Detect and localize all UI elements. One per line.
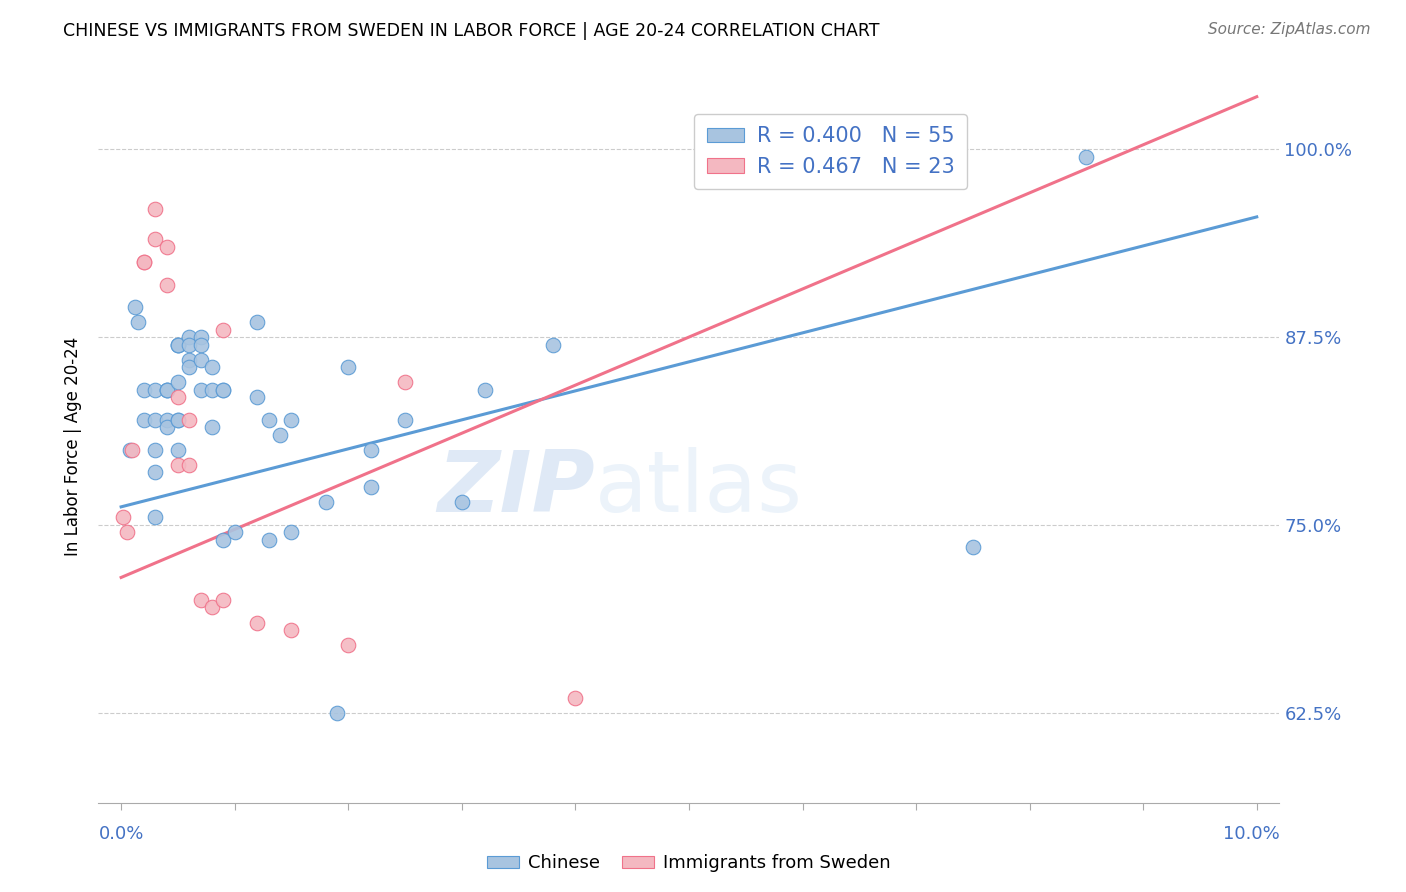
Legend: Chinese, Immigrants from Sweden: Chinese, Immigrants from Sweden [479,847,898,880]
Point [224,525,246,540]
Point [360,442,382,457]
Point [190,383,212,397]
Point [155,383,177,397]
Point [167,442,190,457]
Point [564,690,586,705]
Point [143,383,166,397]
Point [132,255,155,269]
Point [246,390,269,404]
Point [201,360,224,375]
Point [212,533,235,547]
Point [337,360,360,375]
Point [190,330,212,344]
Point [541,337,564,351]
Point [190,593,212,607]
Point [143,510,166,524]
Point [143,413,166,427]
Point [337,638,360,652]
Point [143,232,166,246]
Point [269,427,291,442]
Point [132,383,155,397]
Point [212,383,235,397]
Point [1076,150,1098,164]
Point [155,240,177,254]
Point [112,510,135,524]
Point [179,330,201,344]
Point [394,413,416,427]
Point [179,360,201,375]
Point [155,383,177,397]
Point [326,706,349,720]
Text: Source: ZipAtlas.com: Source: ZipAtlas.com [1208,22,1371,37]
Point [167,413,190,427]
Point [167,375,190,389]
Point [201,600,224,615]
Point [132,413,155,427]
Point [179,458,201,472]
Point [848,142,870,156]
Point [246,315,269,329]
Point [257,413,280,427]
Point [167,337,190,351]
Point [280,413,302,427]
Point [120,442,142,457]
Point [127,315,149,329]
Text: 10.0%: 10.0% [1223,825,1279,843]
Point [212,593,235,607]
Point [155,413,177,427]
Point [155,420,177,434]
Point [450,495,472,509]
Point [212,383,235,397]
Point [962,541,984,555]
Point [167,390,190,404]
Point [201,383,224,397]
Point [190,337,212,351]
Point [394,375,416,389]
Point [121,442,143,457]
Point [143,465,166,479]
Point [179,352,201,367]
Point [143,202,166,217]
Text: atlas: atlas [595,447,803,531]
Point [474,383,496,397]
Point [360,480,382,494]
Point [167,413,190,427]
Point [132,255,155,269]
Point [167,337,190,351]
Point [246,615,269,630]
Point [280,525,302,540]
Point [280,623,302,637]
Point [212,322,235,336]
Point [201,420,224,434]
Text: ZIP: ZIP [437,447,595,531]
Point [155,277,177,292]
Point [179,413,201,427]
Point [155,383,177,397]
Point [115,525,138,540]
Point [190,352,212,367]
Point [257,533,280,547]
Text: 0.0%: 0.0% [98,825,143,843]
Point [167,337,190,351]
Point [124,300,146,314]
Point [143,442,166,457]
Point [179,337,201,351]
Text: CHINESE VS IMMIGRANTS FROM SWEDEN IN LABOR FORCE | AGE 20-24 CORRELATION CHART: CHINESE VS IMMIGRANTS FROM SWEDEN IN LAB… [63,22,880,40]
Y-axis label: In Labor Force | Age 20-24: In Labor Force | Age 20-24 [65,336,83,556]
Point [315,495,337,509]
Point [167,458,190,472]
